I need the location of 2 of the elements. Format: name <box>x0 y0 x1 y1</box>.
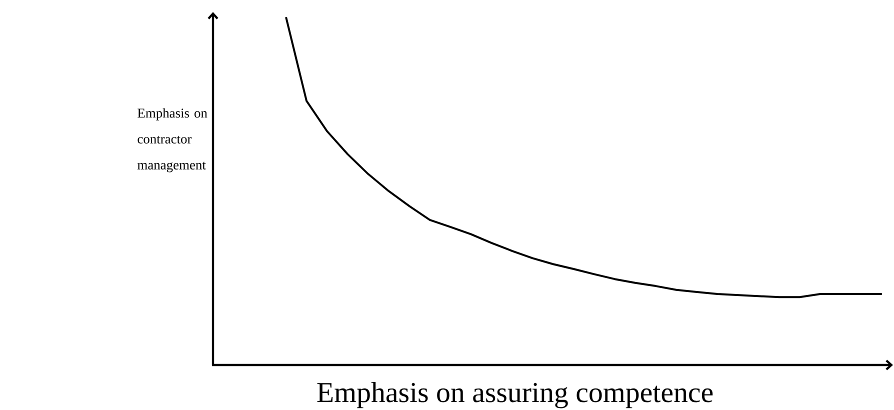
text: Emphasis on contractor management <box>137 108 208 172</box>
x-axis-title: Emphasis on assuring competence <box>317 382 713 408</box>
